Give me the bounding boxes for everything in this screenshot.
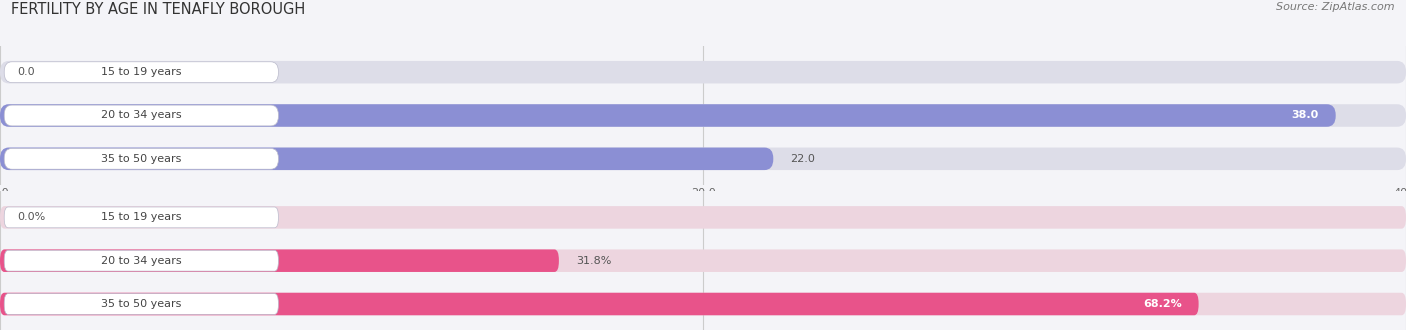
FancyBboxPatch shape: [4, 294, 278, 314]
Text: 22.0: 22.0: [790, 154, 815, 164]
FancyBboxPatch shape: [0, 148, 773, 170]
FancyBboxPatch shape: [0, 293, 1198, 315]
FancyBboxPatch shape: [0, 249, 560, 272]
FancyBboxPatch shape: [4, 105, 278, 126]
Text: 35 to 50 years: 35 to 50 years: [101, 299, 181, 309]
FancyBboxPatch shape: [4, 62, 278, 82]
FancyBboxPatch shape: [4, 250, 278, 271]
FancyBboxPatch shape: [0, 104, 1406, 127]
FancyBboxPatch shape: [4, 148, 278, 169]
Text: 0.0: 0.0: [17, 67, 35, 77]
FancyBboxPatch shape: [0, 148, 1406, 170]
Text: 38.0: 38.0: [1292, 111, 1319, 120]
Text: 35 to 50 years: 35 to 50 years: [101, 154, 181, 164]
FancyBboxPatch shape: [0, 293, 1406, 315]
Text: Source: ZipAtlas.com: Source: ZipAtlas.com: [1277, 2, 1395, 12]
Text: 0.0%: 0.0%: [17, 213, 45, 222]
Text: 68.2%: 68.2%: [1143, 299, 1182, 309]
Text: 31.8%: 31.8%: [576, 256, 612, 266]
FancyBboxPatch shape: [4, 207, 278, 228]
Text: 20 to 34 years: 20 to 34 years: [101, 256, 181, 266]
Text: 15 to 19 years: 15 to 19 years: [101, 213, 181, 222]
Text: 20 to 34 years: 20 to 34 years: [101, 111, 181, 120]
FancyBboxPatch shape: [0, 61, 1406, 83]
FancyBboxPatch shape: [0, 249, 1406, 272]
Text: 15 to 19 years: 15 to 19 years: [101, 67, 181, 77]
FancyBboxPatch shape: [0, 206, 1406, 229]
Text: FERTILITY BY AGE IN TENAFLY BOROUGH: FERTILITY BY AGE IN TENAFLY BOROUGH: [11, 2, 305, 16]
FancyBboxPatch shape: [0, 104, 1336, 127]
